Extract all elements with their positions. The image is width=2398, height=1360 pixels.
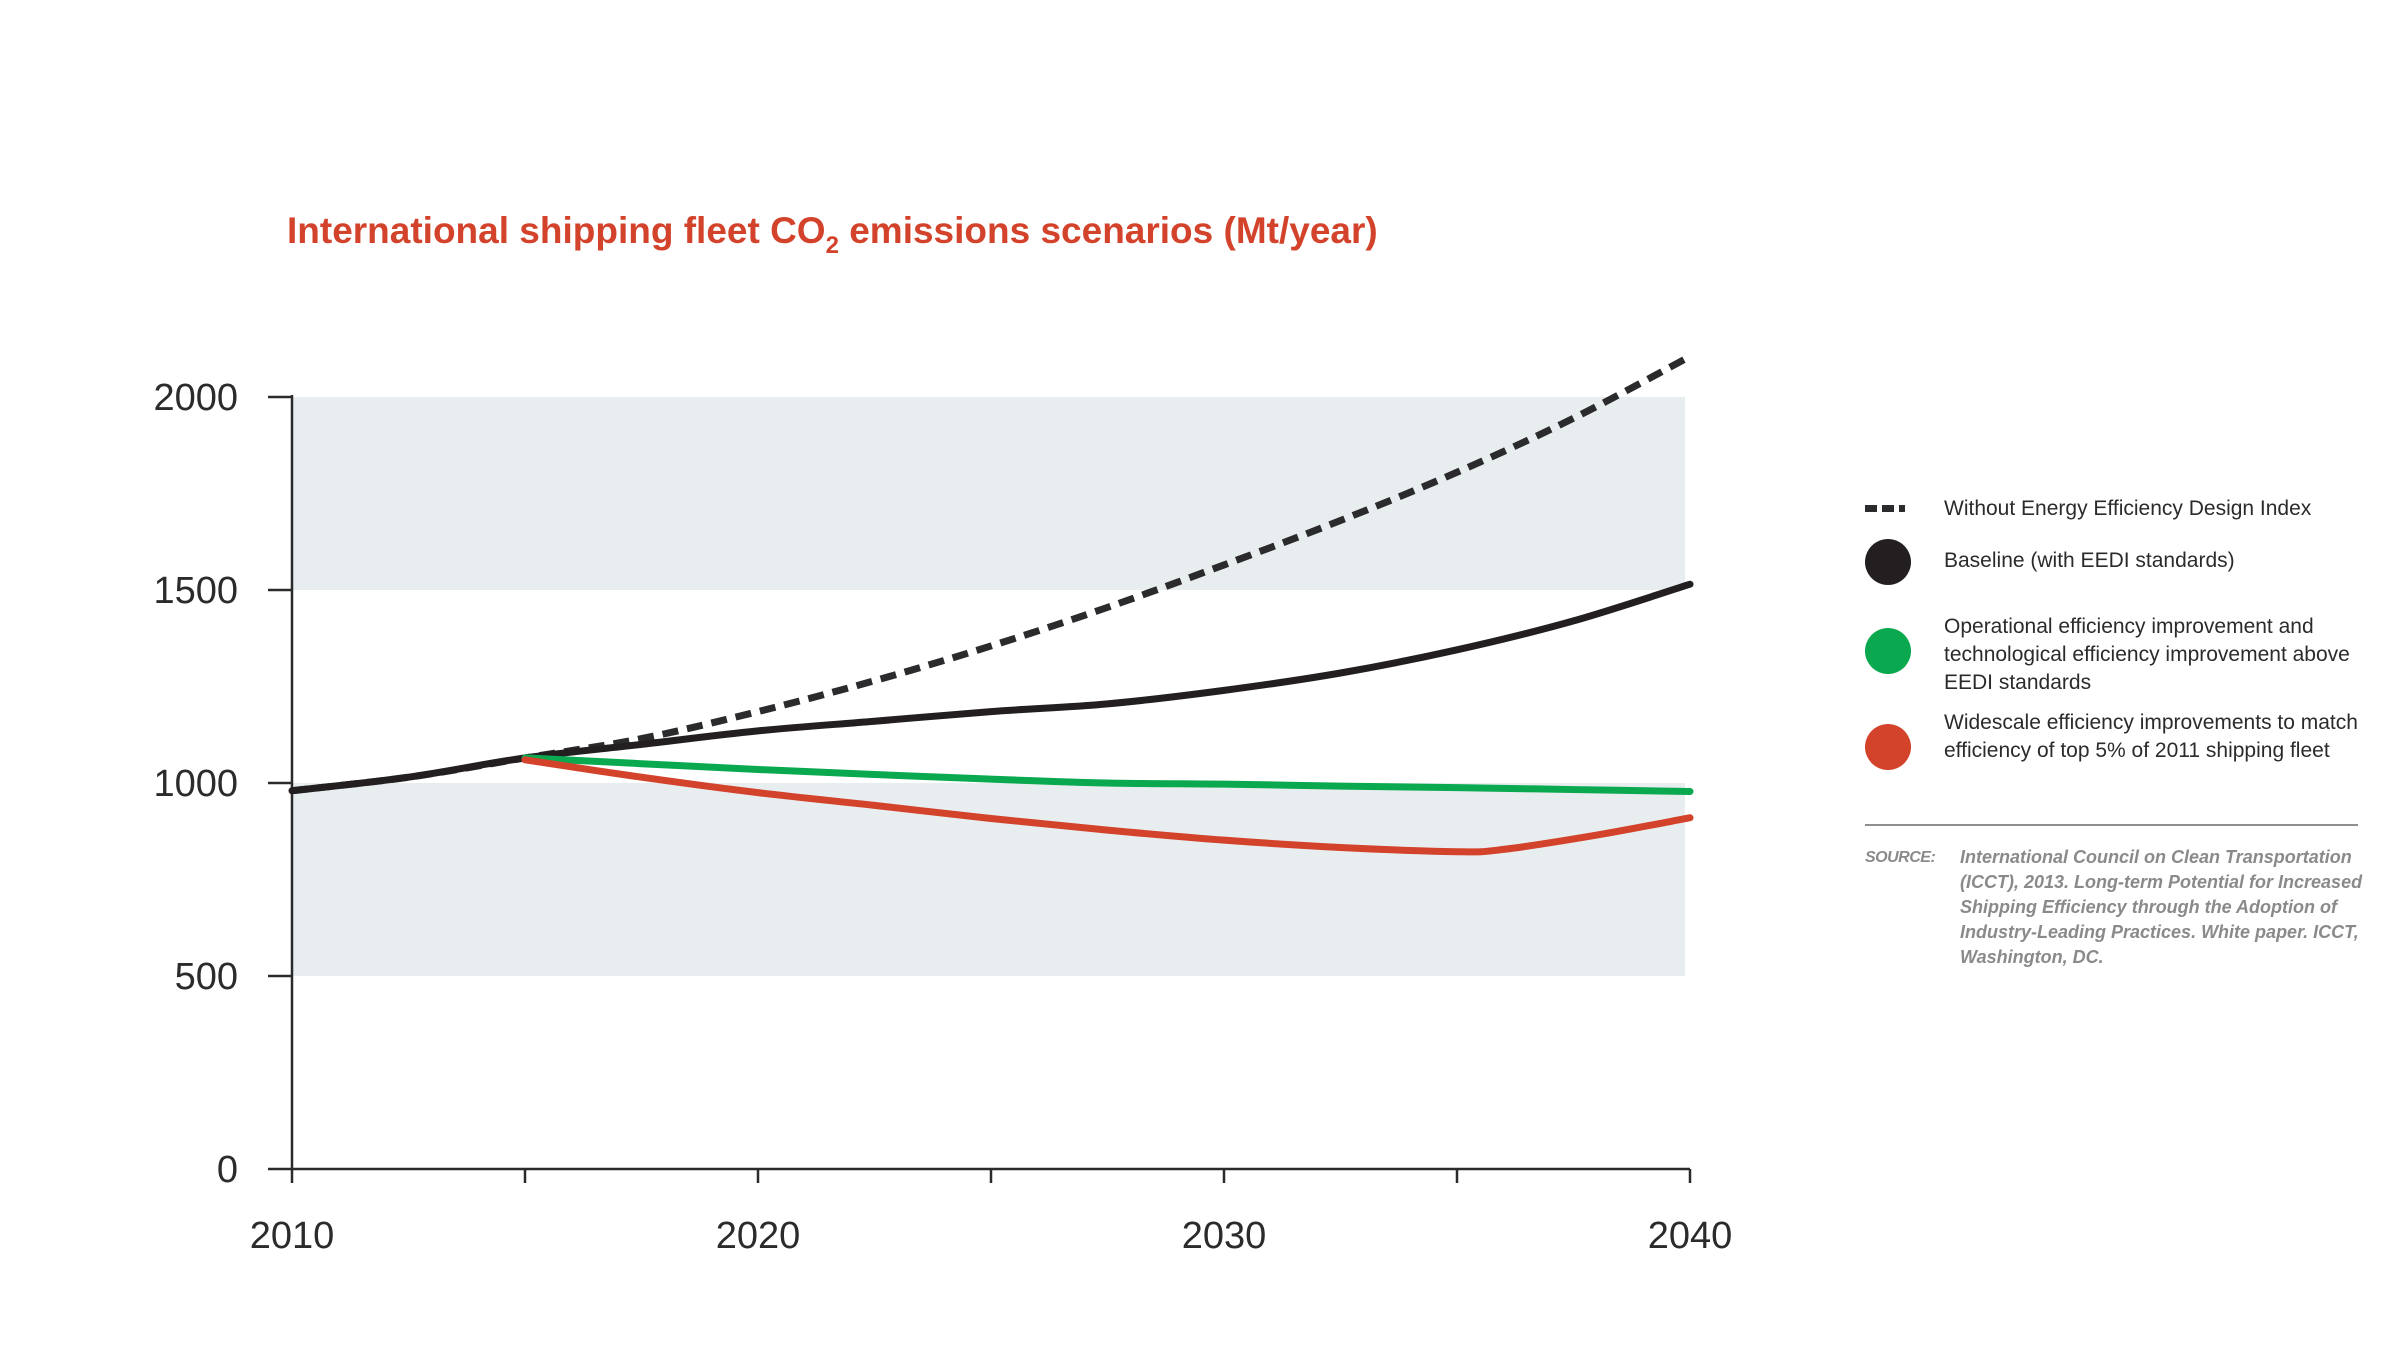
legend-dash-swatch [1865,505,1905,512]
legend-label: Operational efficiency improvement and t… [1944,615,2350,694]
series-line-3 [521,756,1694,856]
source-label: SOURCE: [1865,849,1936,866]
title-main: International shipping fleet CO [287,210,826,251]
legend-label: Baseline (with EEDI standards) [1944,549,2235,572]
chart-title: International shipping fleet CO2 emissio… [287,210,1378,260]
y-tick-label-1500: 1500 [153,570,238,612]
legend-item: Baseline (with EEDI standards) [1865,539,2398,585]
series-line-1 [288,580,1694,795]
source-text: International Council on Clean Transport… [1960,847,2363,967]
series-line-2 [521,754,1694,795]
x-tick-label-2030: 2030 [1182,1215,1267,1257]
legend-item: Without Energy Efficiency Design Index [1865,495,2398,523]
legend-divider [1865,824,2358,826]
legend-label: Widescale efficiency improvements to mat… [1944,711,2358,762]
title-subscript: 2 [825,232,839,259]
legend-dot-swatch [1865,628,1911,674]
y-tick-label-0: 0 [217,1149,238,1191]
y-tick-label-2000: 2000 [153,377,238,419]
source-note: SOURCE: International Council on Clean T… [1865,845,2385,970]
x-tick-label-2020: 2020 [716,1215,801,1257]
y-tick-label-1000: 1000 [153,763,238,805]
shaded-band-0 [292,783,1685,976]
legend-dot-swatch [1865,724,1911,770]
legend-dot-swatch [1865,539,1911,585]
legend-item: Operational efficiency improvement and t… [1865,613,2398,697]
title-rest: emissions scenarios (Mt/year) [838,210,1378,251]
shaded-band-1 [292,397,1685,590]
y-tick-label-500: 500 [175,956,238,998]
legend-label: Without Energy Efficiency Design Index [1944,497,2312,520]
x-tick-label-2040: 2040 [1648,1215,1733,1257]
legend-item: Widescale efficiency improvements to mat… [1865,709,2398,770]
x-tick-label-2010: 2010 [250,1215,335,1257]
